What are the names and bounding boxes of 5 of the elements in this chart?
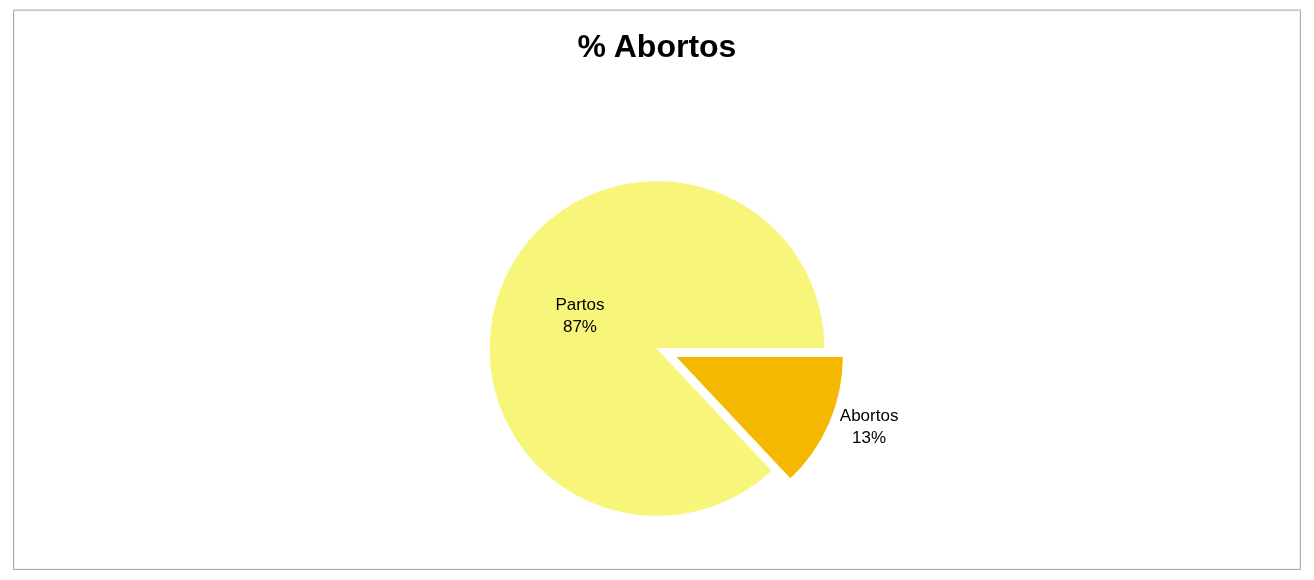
chart-title: % Abortos: [577, 28, 737, 65]
data-label: 87%: [562, 316, 597, 336]
slice-label: Abortos: [839, 405, 899, 425]
data-label: 13%: [852, 427, 887, 447]
slice-label: Partos: [555, 294, 605, 314]
